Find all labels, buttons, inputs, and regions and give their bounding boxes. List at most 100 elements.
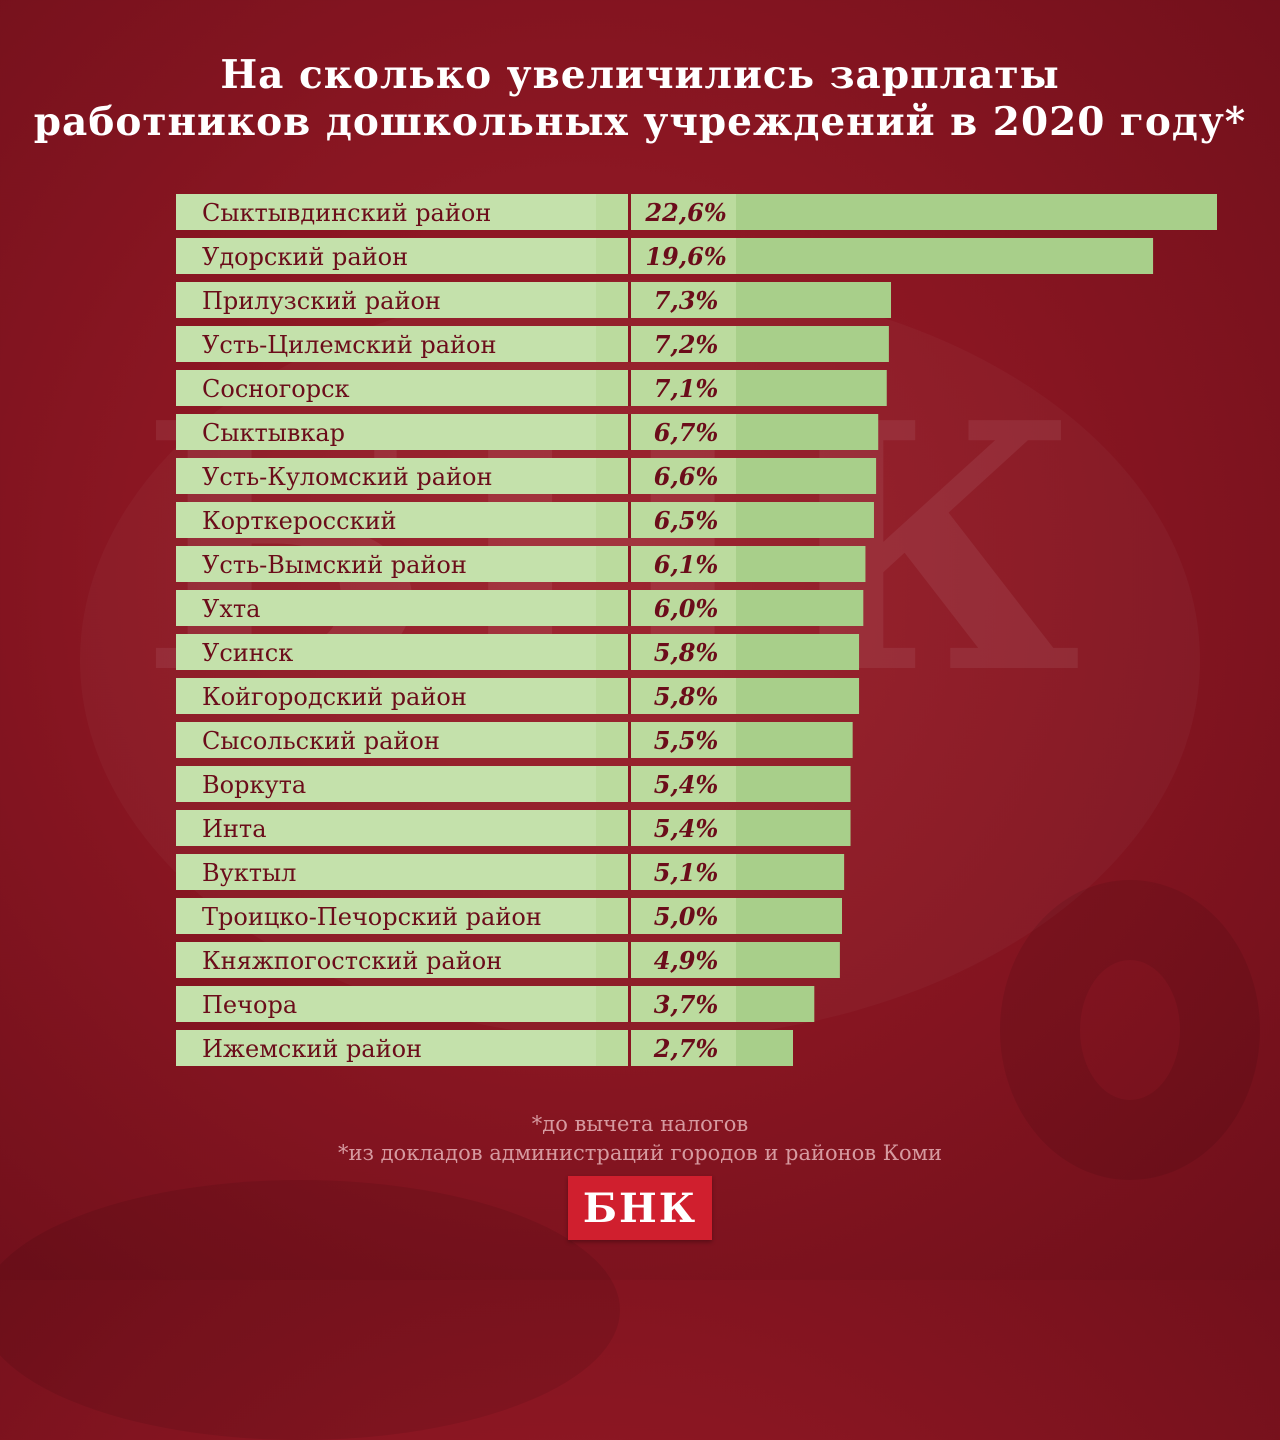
value-label: 7,2%	[654, 330, 719, 359]
footnotes: *до вычета налогов *из докладов админист…	[0, 1110, 1280, 1168]
bar-value-panel	[596, 502, 736, 538]
category-label: Усинск	[202, 639, 293, 667]
bar-separator	[628, 194, 631, 230]
bar-label-panel	[176, 942, 596, 978]
bar-label-panel	[176, 854, 596, 890]
value-label: 6,7%	[654, 418, 719, 447]
bar-value-panel	[596, 986, 736, 1022]
bar-value-panel	[596, 722, 736, 758]
bar-label-panel	[176, 326, 596, 362]
bar-label-panel	[176, 458, 596, 494]
category-label: Княжпогостский район	[202, 947, 502, 975]
category-label: Усть-Куломский район	[202, 463, 492, 491]
bar-separator	[628, 326, 631, 362]
bar-row: Усинск 5,8%	[176, 634, 860, 670]
bar-separator	[628, 502, 631, 538]
value-label: 7,1%	[654, 374, 719, 403]
category-label: Инта	[202, 815, 267, 843]
bar-separator	[628, 810, 631, 846]
chart-title: На сколько увеличились зарплаты работник…	[0, 52, 1280, 146]
category-label: Сосногорск	[202, 375, 350, 403]
bar-separator	[628, 282, 631, 318]
bar-separator	[628, 898, 631, 934]
bar-row: Койгородский район 5,8%	[176, 678, 860, 714]
bar-row: Инта 5,4%	[176, 810, 851, 846]
bar-separator	[628, 722, 631, 758]
bar-separator	[628, 1030, 631, 1066]
bar-row: Корткеросский 6,5%	[176, 502, 874, 538]
title-line-1: На сколько увеличились зарплаты	[220, 52, 1060, 98]
bar-separator	[628, 634, 631, 670]
bar-row: Сыктывдинский район 22,6%	[176, 194, 1217, 230]
category-label: Усть-Вымский район	[202, 551, 467, 579]
value-label: 6,6%	[654, 462, 719, 491]
bar-value-panel	[596, 414, 736, 450]
bar-row: Прилузский район 7,3%	[176, 282, 892, 318]
bar-label-panel	[176, 414, 596, 450]
value-label: 5,8%	[654, 682, 719, 711]
bar-value-panel	[596, 854, 736, 890]
category-label: Сысольский район	[202, 727, 440, 755]
bar-label-panel	[176, 502, 596, 538]
value-label: 5,4%	[654, 814, 719, 843]
bar-row: Удорский район 19,6%	[176, 238, 1154, 274]
bar-row: Печора 3,7%	[176, 986, 815, 1022]
bar-row: Княжпогостский район 4,9%	[176, 942, 840, 978]
category-label: Усть-Цилемский район	[202, 331, 496, 359]
bar-separator	[628, 458, 631, 494]
bar-value-panel	[596, 1030, 736, 1066]
bar-label-panel	[176, 634, 596, 670]
bar-value-panel	[596, 678, 736, 714]
bar-value-panel	[596, 326, 736, 362]
bar-label-panel	[176, 370, 596, 406]
category-label: Ухта	[202, 595, 260, 623]
bar-separator	[628, 546, 631, 582]
bar-row: Воркута 5,4%	[176, 766, 851, 802]
bar-value-panel	[596, 942, 736, 978]
bar-row: Сыктывкар 6,7%	[176, 414, 879, 450]
bar-value-panel	[596, 458, 736, 494]
value-label: 5,8%	[654, 638, 719, 667]
bar-separator	[628, 590, 631, 626]
bar-value-panel	[596, 810, 736, 846]
bar-value-panel	[596, 546, 736, 582]
value-label: 6,0%	[654, 594, 719, 623]
footnote-source: *из докладов администраций городов и рай…	[338, 1141, 942, 1165]
category-label: Ижемский район	[202, 1035, 422, 1063]
bar-value-panel	[596, 238, 736, 274]
bar-label-panel	[176, 986, 596, 1022]
bar-row: Вуктыл 5,1%	[176, 854, 845, 890]
bar-separator	[628, 678, 631, 714]
bar-value-panel	[596, 370, 736, 406]
category-label: Прилузский район	[202, 287, 441, 315]
bar-label-panel	[176, 590, 596, 626]
bar-value-panel	[596, 282, 736, 318]
bar-label-panel	[176, 722, 596, 758]
category-label: Печора	[202, 991, 297, 1019]
bar-row: Троицко-Печорский район 5,0%	[176, 898, 843, 934]
bar-value-panel	[596, 634, 736, 670]
value-label: 22,6%	[644, 198, 726, 227]
category-label: Корткеросский	[202, 507, 397, 535]
bar-value-panel	[596, 898, 736, 934]
category-label: Вуктыл	[202, 859, 296, 887]
bar-row: Усть-Вымский район 6,1%	[176, 546, 866, 582]
bar-label-panel	[176, 810, 596, 846]
bar-row: Усть-Цилемский район 7,2%	[176, 326, 889, 362]
bar-separator	[628, 238, 631, 274]
bar-label-panel	[176, 282, 596, 318]
value-label: 2,7%	[653, 1034, 719, 1063]
value-label: 5,4%	[654, 770, 719, 799]
bar-label-panel	[176, 766, 596, 802]
background-shape-decoration	[0, 1180, 620, 1440]
category-label: Воркута	[202, 771, 306, 799]
value-label: 5,0%	[654, 902, 719, 931]
bar-separator	[628, 766, 631, 802]
bar-label-panel	[176, 238, 596, 274]
title-line-2: работников дошкольных учреждений в 2020 …	[33, 99, 1247, 145]
bar-separator	[628, 854, 631, 890]
bar-label-panel	[176, 546, 596, 582]
bar-value-panel	[596, 766, 736, 802]
value-label: 5,5%	[654, 726, 719, 755]
value-label: 4,9%	[654, 946, 719, 975]
